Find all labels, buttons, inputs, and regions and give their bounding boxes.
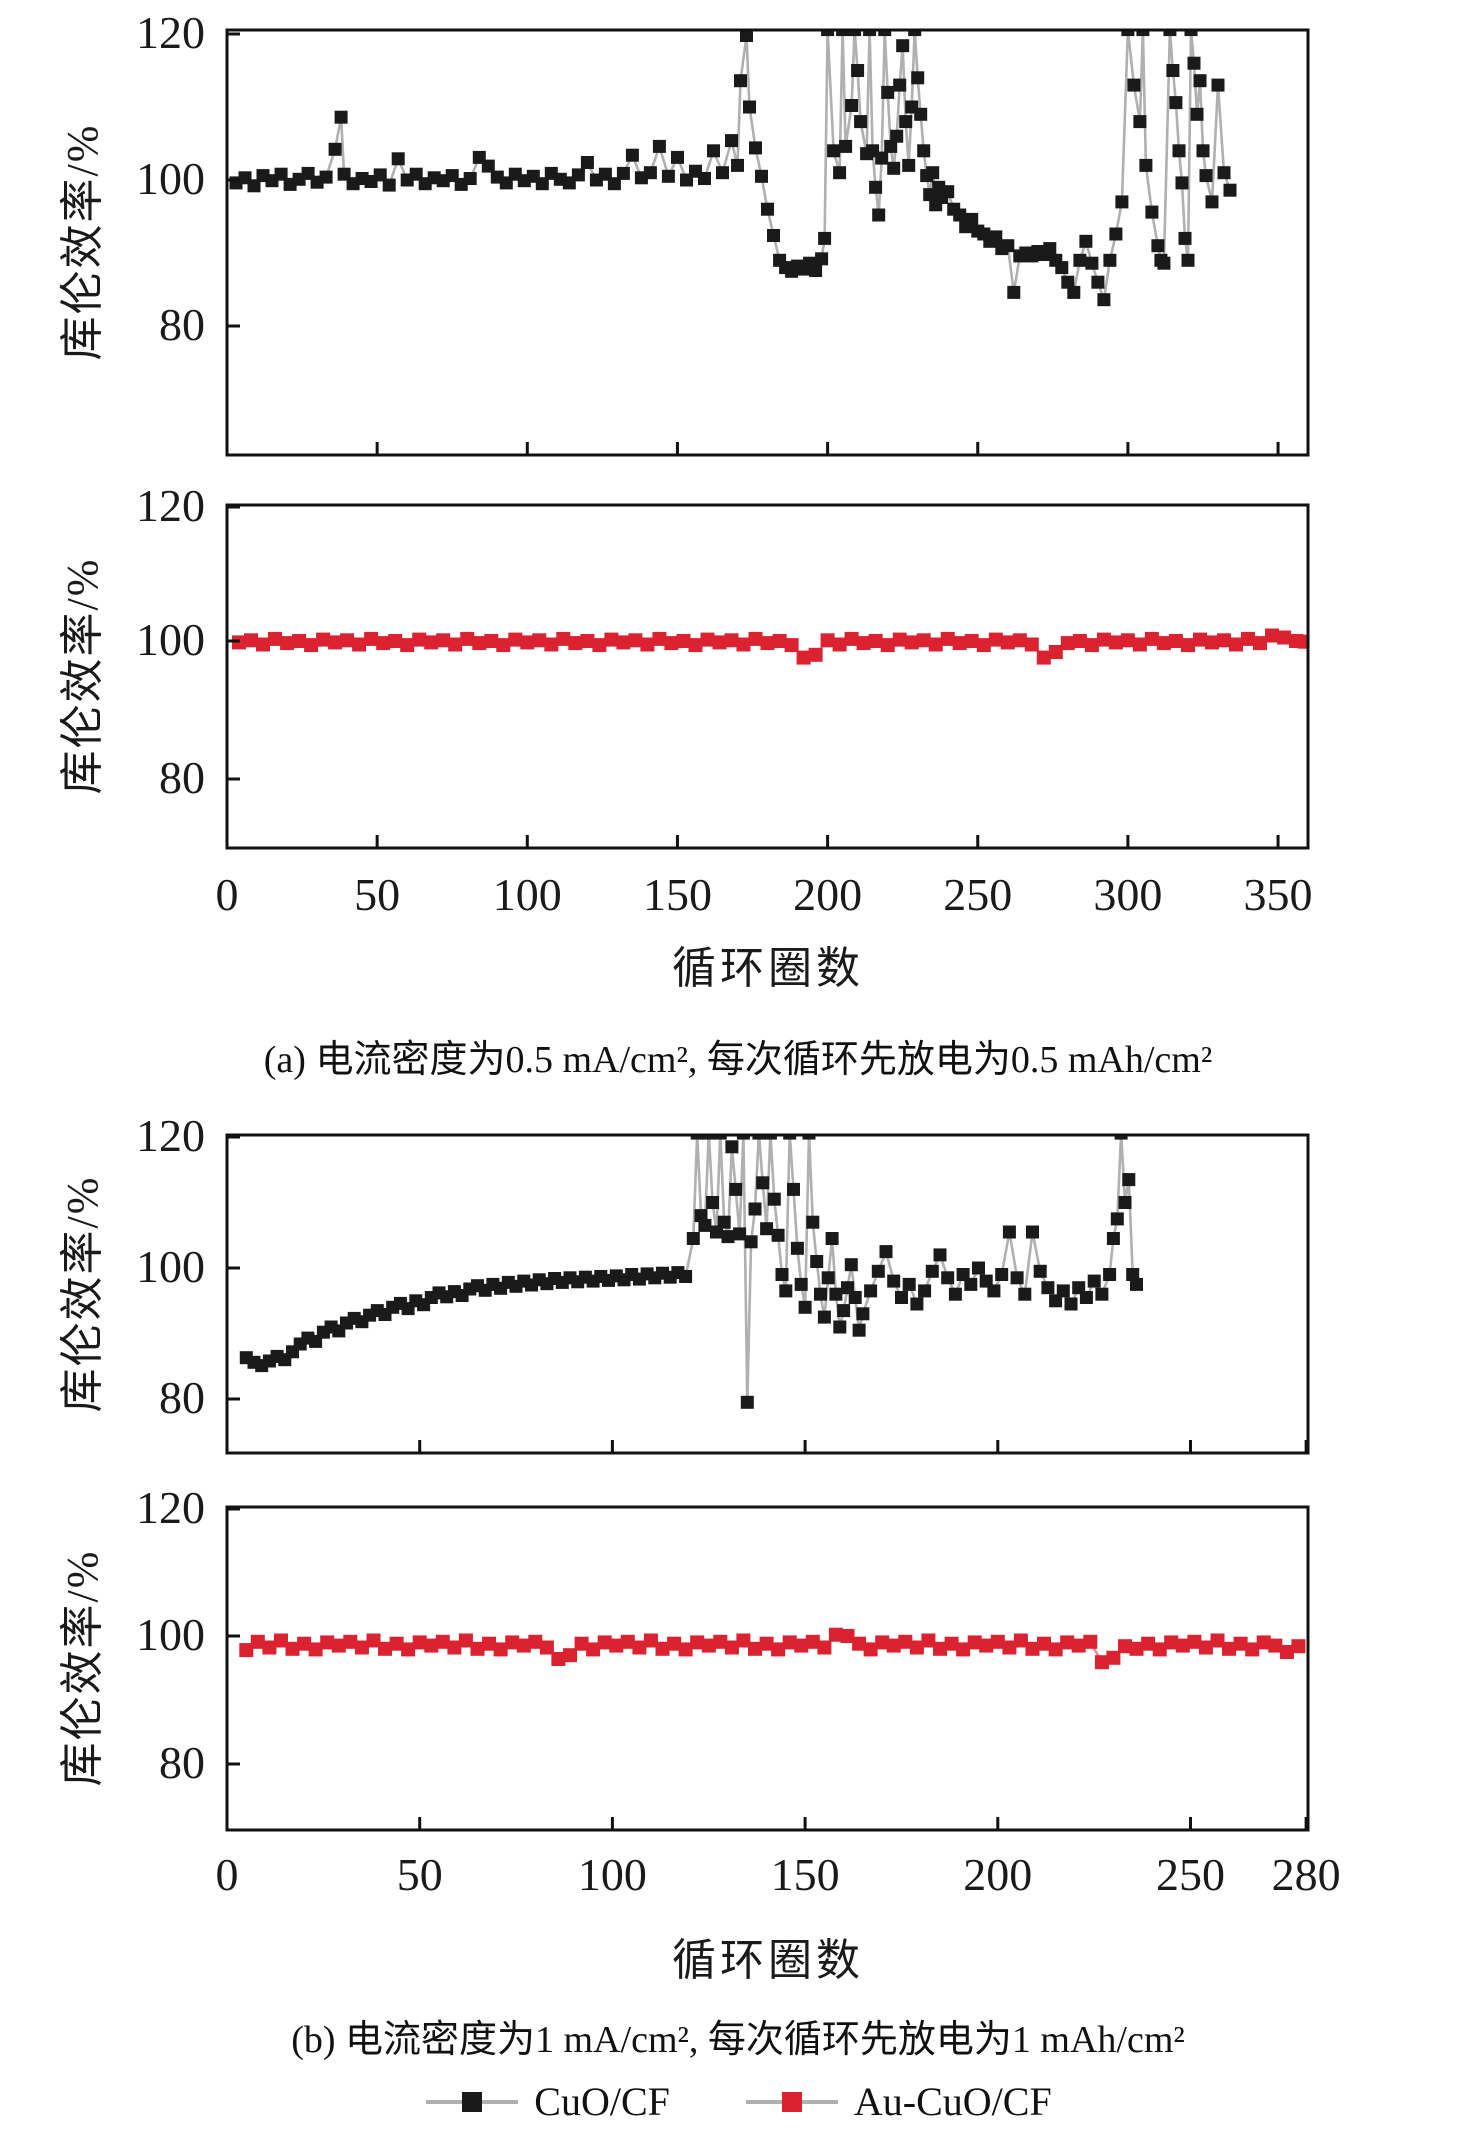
caption-a: (a) 电流密度为0.5 mA/cm², 每次循环先放电为0.5 mAh/cm² [263,1039,1213,1081]
x-tick-label: 280 [1271,1849,1341,1900]
x-tick-label: 100 [577,1849,647,1900]
panel-a2 [225,503,1310,850]
panel-b2 [225,1505,1310,1832]
y-ticks [227,1507,240,1766]
x-tick-label: 300 [1093,869,1163,920]
x-tick-label: 250 [1156,1849,1225,1900]
y-tick-label: 120 [136,1110,205,1161]
caption-b: (b) 电流密度为1 mA/cm², 每次循环先放电为1 mAh/cm² [291,2019,1185,2061]
panel-border [225,503,1310,850]
panel-b1 [225,1133,1310,1455]
legend-item-cuo-cf: CuO/CF [424,2078,670,2125]
panel-border [225,28,1310,457]
x-ticks [375,835,1280,848]
panel-border [225,1133,1310,1455]
y-ticks [227,32,240,328]
x-tick-label: 200 [963,1849,1033,1900]
x-ticks [418,1440,1308,1453]
y-tick-label: 100 [136,1609,205,1660]
y-tick-label: 80 [159,1372,205,1423]
y-tick-label: 120 [136,480,205,531]
y-tick-label: 120 [136,7,205,58]
y-ticks [227,1135,240,1401]
y-tick-label: 100 [136,614,205,665]
y-ticks [227,505,240,781]
y-tick-label: 80 [159,1737,205,1788]
series-b-au-cuo-cf [239,1627,1306,1670]
legend-item-au-cuo-cf: Au-CuO/CF [744,2078,1052,2125]
panel-a1 [225,28,1310,457]
y-tick-label: 80 [159,752,205,803]
x-tick-label: 100 [492,869,562,920]
x-tick-label: 50 [396,1849,443,1900]
x-tick-label: 150 [642,869,712,920]
series-a-cuo-cf [229,30,1237,307]
x-ticks [375,442,1280,455]
x-axis-label-a: 循环圈数 [672,944,864,993]
legend-label-au-cuo-cf: Au-CuO/CF [853,2079,1052,2124]
y-tick-label: 100 [136,1241,205,1292]
panel-border [225,1505,1310,1832]
x-ticks [418,1817,1308,1830]
legend-marker-au-cuo-cf [745,2091,838,2112]
x-tick-label: 0 [215,1849,239,1900]
x-tick-label: 250 [943,869,1013,920]
y-tick-label: 100 [136,153,205,204]
legend: CuO/CF Au-CuO/CF [0,2078,1476,2125]
x-tick-label: 150 [770,1849,840,1900]
series-a-au-cuo-cf [232,628,1308,665]
y-tick-label: 80 [159,299,205,350]
x-axis-label-b: 循环圈数 [672,1936,864,1985]
legend-marker-cuo-cf [426,2091,519,2112]
x-tick-label: 200 [793,869,863,920]
legend-label-cuo-cf: CuO/CF [534,2079,670,2124]
x-tick-label: 50 [354,869,401,920]
legend-square-black [462,2091,483,2112]
legend-square-red [781,2091,802,2112]
series-b-cuo-cf [239,1135,1143,1409]
x-tick-label: 0 [215,869,239,920]
y-tick-label: 120 [136,1482,205,1533]
x-tick-label: 350 [1243,869,1313,920]
